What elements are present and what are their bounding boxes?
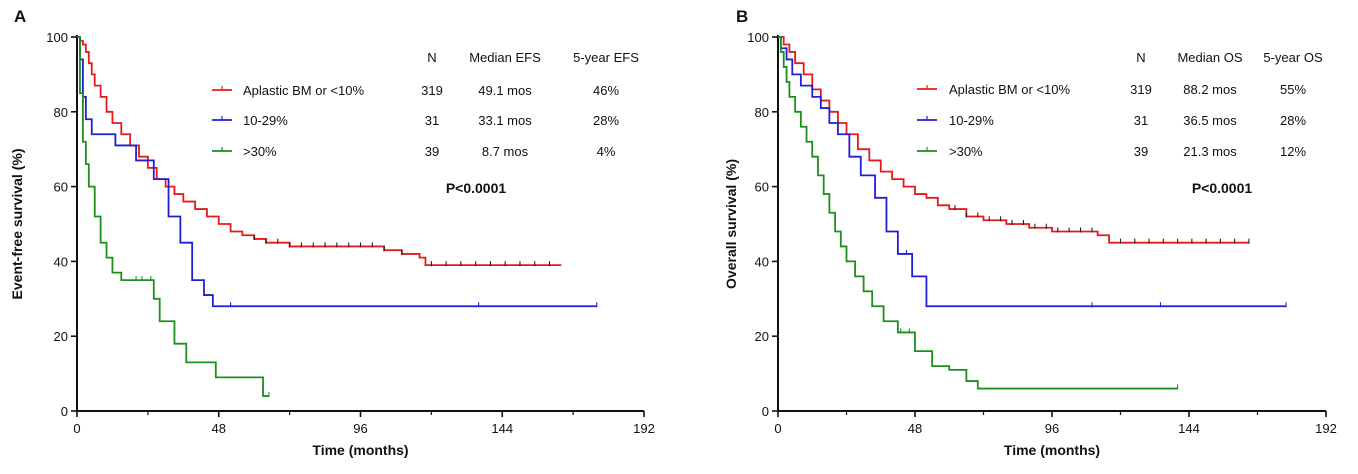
x-tick-label: 192 (633, 421, 655, 436)
x-axis-title: Time (months) (1004, 442, 1100, 458)
table-header: N (1136, 50, 1145, 65)
y-tick-label: 40 (54, 254, 68, 269)
series-0-group (77, 36, 562, 267)
table-median: 88.2 mos (1183, 82, 1237, 97)
x-tick-label: 192 (1315, 421, 1337, 436)
table-median: 8.7 mos (482, 144, 529, 159)
y-tick-label: 80 (755, 105, 769, 120)
y-tick-label: 80 (54, 105, 68, 120)
legend-label: >30% (949, 144, 983, 159)
x-tick-label: 144 (491, 421, 513, 436)
table-five-year: 55% (1280, 82, 1306, 97)
legend-label: 10-29% (243, 113, 288, 128)
table-header: Median OS (1177, 50, 1242, 65)
panel-b-chart: B 0 20 40 60 80 100 0 48 96 144 192 Time (months) Ove… (723, 7, 1337, 458)
table-n: 31 (425, 113, 439, 128)
x-tick-label: 0 (73, 421, 80, 436)
y-tick-label: 100 (747, 30, 769, 45)
table-five-year: 46% (593, 83, 619, 98)
series-2-group (77, 36, 270, 398)
series-1-group (77, 36, 598, 308)
series-1-group (778, 36, 1287, 308)
panel-label: B (736, 7, 748, 26)
series-line (778, 36, 1249, 244)
x-tick-label: 0 (774, 421, 781, 436)
table-median: 36.5 mos (1183, 113, 1237, 128)
y-tick-label: 0 (762, 404, 769, 419)
table-n: 39 (425, 144, 439, 159)
y-tick-label: 60 (54, 180, 68, 195)
table-n: 39 (1134, 144, 1148, 159)
table-n: 31 (1134, 113, 1148, 128)
table-median: 33.1 mos (478, 113, 532, 128)
table-header: 5-year EFS (573, 50, 639, 65)
y-tick-label: 60 (755, 180, 769, 195)
legend-label: Aplastic BM or <10% (949, 82, 1070, 97)
panel-label: A (14, 7, 26, 26)
table-five-year: 4% (597, 144, 616, 159)
table-median: 21.3 mos (1183, 144, 1237, 159)
legend-label: Aplastic BM or <10% (243, 83, 364, 98)
y-axis-title: Overall survival (%) (723, 159, 739, 289)
table-five-year: 28% (593, 113, 619, 128)
p-value: P<0.0001 (1192, 180, 1253, 196)
series-line (778, 36, 1287, 308)
series-line (77, 36, 562, 267)
x-tick-label: 144 (1178, 421, 1200, 436)
table-median: 49.1 mos (478, 83, 532, 98)
series-0-group (778, 36, 1250, 244)
y-axis-title: Event-free survival (%) (9, 149, 25, 300)
table-n: 319 (1130, 82, 1152, 97)
table-header: 5-year OS (1263, 50, 1323, 65)
y-tick-label: 40 (755, 254, 769, 269)
panel-a-chart: A 0 20 40 60 80 100 0 48 96 144 192 Time (months) Eve… (9, 7, 655, 458)
series-line (778, 36, 1178, 390)
table-n: 319 (421, 83, 443, 98)
table-header: N (427, 50, 436, 65)
series-line (77, 36, 269, 397)
legend-label: >30% (243, 144, 277, 159)
y-tick-label: 20 (54, 329, 68, 344)
series-2-group (778, 36, 1179, 390)
x-tick-label: 48 (212, 421, 226, 436)
x-tick-label: 96 (1045, 421, 1059, 436)
table-five-year: 28% (1280, 113, 1306, 128)
y-tick-label: 0 (61, 404, 68, 419)
x-axis-title: Time (months) (312, 442, 408, 458)
x-tick-label: 48 (908, 421, 922, 436)
table-header: Median EFS (469, 50, 541, 65)
x-tick-label: 96 (353, 421, 367, 436)
y-tick-label: 100 (46, 30, 68, 45)
table-five-year: 12% (1280, 144, 1306, 159)
p-value: P<0.0001 (446, 180, 507, 196)
y-tick-label: 20 (755, 329, 769, 344)
legend-label: 10-29% (949, 113, 994, 128)
